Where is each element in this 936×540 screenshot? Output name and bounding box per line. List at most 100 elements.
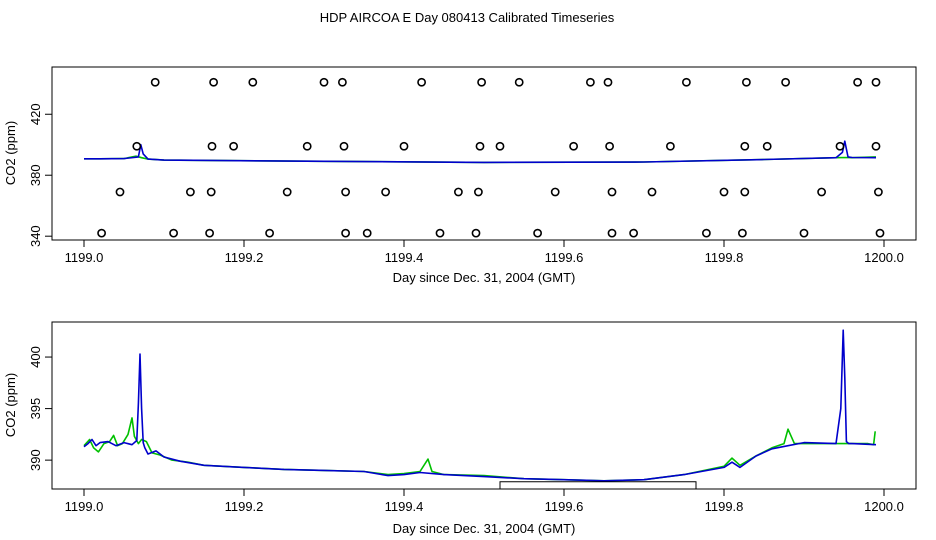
x-tick-label: 1199.4 [385,250,424,265]
top-y-axis-label: CO2 (ppm) [3,121,18,185]
bottom-panel: 1199.0 1199.2 1199.4 1199.6 1199.8 1200.0 390… [3,321,917,536]
data-point-marker [629,228,638,238]
data-point-marker [150,77,160,87]
data-point-marker [132,141,142,151]
x-tick-label: 1199.6 [545,250,584,265]
x-tick-label: 1199.6 [545,499,584,514]
data-point-marker [702,228,711,238]
x-tick-label: 1200.0 [864,499,904,514]
data-point-marker [874,187,883,197]
data-point-marker [495,141,505,151]
y-tick-label: 340 [28,225,43,247]
bottom-x-axis: 1199.0 1199.2 1199.4 1199.6 1199.8 1200.0 [65,489,904,514]
data-point-marker [533,228,542,238]
y-tick-label: 400 [28,346,43,368]
data-point-marker [381,187,390,197]
bracket-box [499,481,697,489]
data-point-marker [169,228,178,238]
data-point-marker [339,141,349,151]
blue-series-line [83,329,877,482]
data-point-marker [337,77,347,87]
data-point-marker [341,187,350,197]
bottom-plot-frame [51,321,917,490]
y-tick-label: 420 [28,103,43,125]
data-point-marker [875,228,885,238]
top-y-axis: 340 380 420 [28,103,52,247]
data-point-marker [853,77,862,87]
data-point-marker [514,77,524,87]
y-tick-label: 390 [28,449,43,471]
x-tick-label: 1199.0 [65,250,104,265]
data-point-marker [871,77,881,87]
top-panel: 1199.0 1199.2 1199.4 1199.6 1199.8 1200.0 340… [3,66,917,285]
data-point-marker [666,141,675,151]
data-point-marker [471,228,481,238]
data-point-marker [319,77,329,87]
data-point-marker [115,187,125,197]
data-point-marker [477,77,486,87]
data-point-marker [607,228,617,238]
data-point-marker [282,187,292,197]
top-x-axis: 1199.0 1199.2 1199.4 1199.6 1199.8 1200.0 [65,240,904,265]
data-point-marker [586,77,595,87]
y-tick-label: 395 [28,398,43,420]
data-point-marker [871,141,881,151]
data-point-marker [762,141,772,151]
x-tick-label: 1199.2 [225,250,264,265]
x-tick-label: 1200.0 [864,250,904,265]
bottom-x-axis-label: Day since Dec. 31, 2004 (GMT) [393,521,576,536]
data-point-marker [435,228,445,238]
data-point-marker [207,141,217,151]
bottom-y-axis-label: CO2 (ppm) [3,373,18,437]
data-point-marker [719,187,729,197]
data-point-marker [740,187,750,197]
data-point-marker [607,187,617,197]
x-tick-label: 1199.4 [385,499,424,514]
data-point-marker [835,141,845,151]
data-point-marker [341,228,350,238]
data-point-marker [417,77,426,87]
data-point-marker [603,77,613,87]
data-point-marker [362,228,372,238]
top-x-axis-label: Day since Dec. 31, 2004 (GMT) [393,270,576,285]
x-tick-label: 1199.2 [225,499,264,514]
top-plot-frame [51,66,917,241]
data-point-marker [740,141,750,151]
top-series [84,140,877,164]
data-point-marker [399,141,409,151]
blue-series-line [84,140,877,164]
data-point-marker [473,187,483,197]
data-point-marker [248,77,258,87]
x-tick-label: 1199.8 [705,250,744,265]
data-point-marker [453,187,463,197]
data-point-marker [550,187,560,197]
data-point-marker [742,77,751,87]
data-point-marker [682,77,691,87]
chart-title: HDP AIRCOA E Day 080413 Calibrated Times… [320,10,615,25]
data-point-marker [605,141,614,151]
data-point-marker [647,187,657,197]
y-tick-label: 380 [28,164,43,186]
data-point-marker [302,141,312,151]
data-point-marker [97,228,106,238]
green-series-line [83,417,876,482]
data-point-marker [206,187,216,197]
data-point-marker [738,228,747,238]
data-point-marker [475,141,485,151]
top-markers [97,77,885,238]
data-point-marker [569,141,578,151]
bottom-bracket [499,481,697,489]
data-point-marker [205,228,214,238]
data-point-marker [265,228,274,238]
x-tick-label: 1199.8 [705,499,744,514]
data-point-marker [799,228,809,238]
data-point-marker [817,187,826,197]
data-point-marker [781,77,790,87]
data-point-marker [185,187,195,197]
data-point-marker [209,77,218,87]
bottom-y-axis: 390 395 400 [28,346,52,471]
bottom-series [83,329,877,482]
x-tick-label: 1199.0 [65,499,104,514]
data-point-marker [229,141,238,151]
